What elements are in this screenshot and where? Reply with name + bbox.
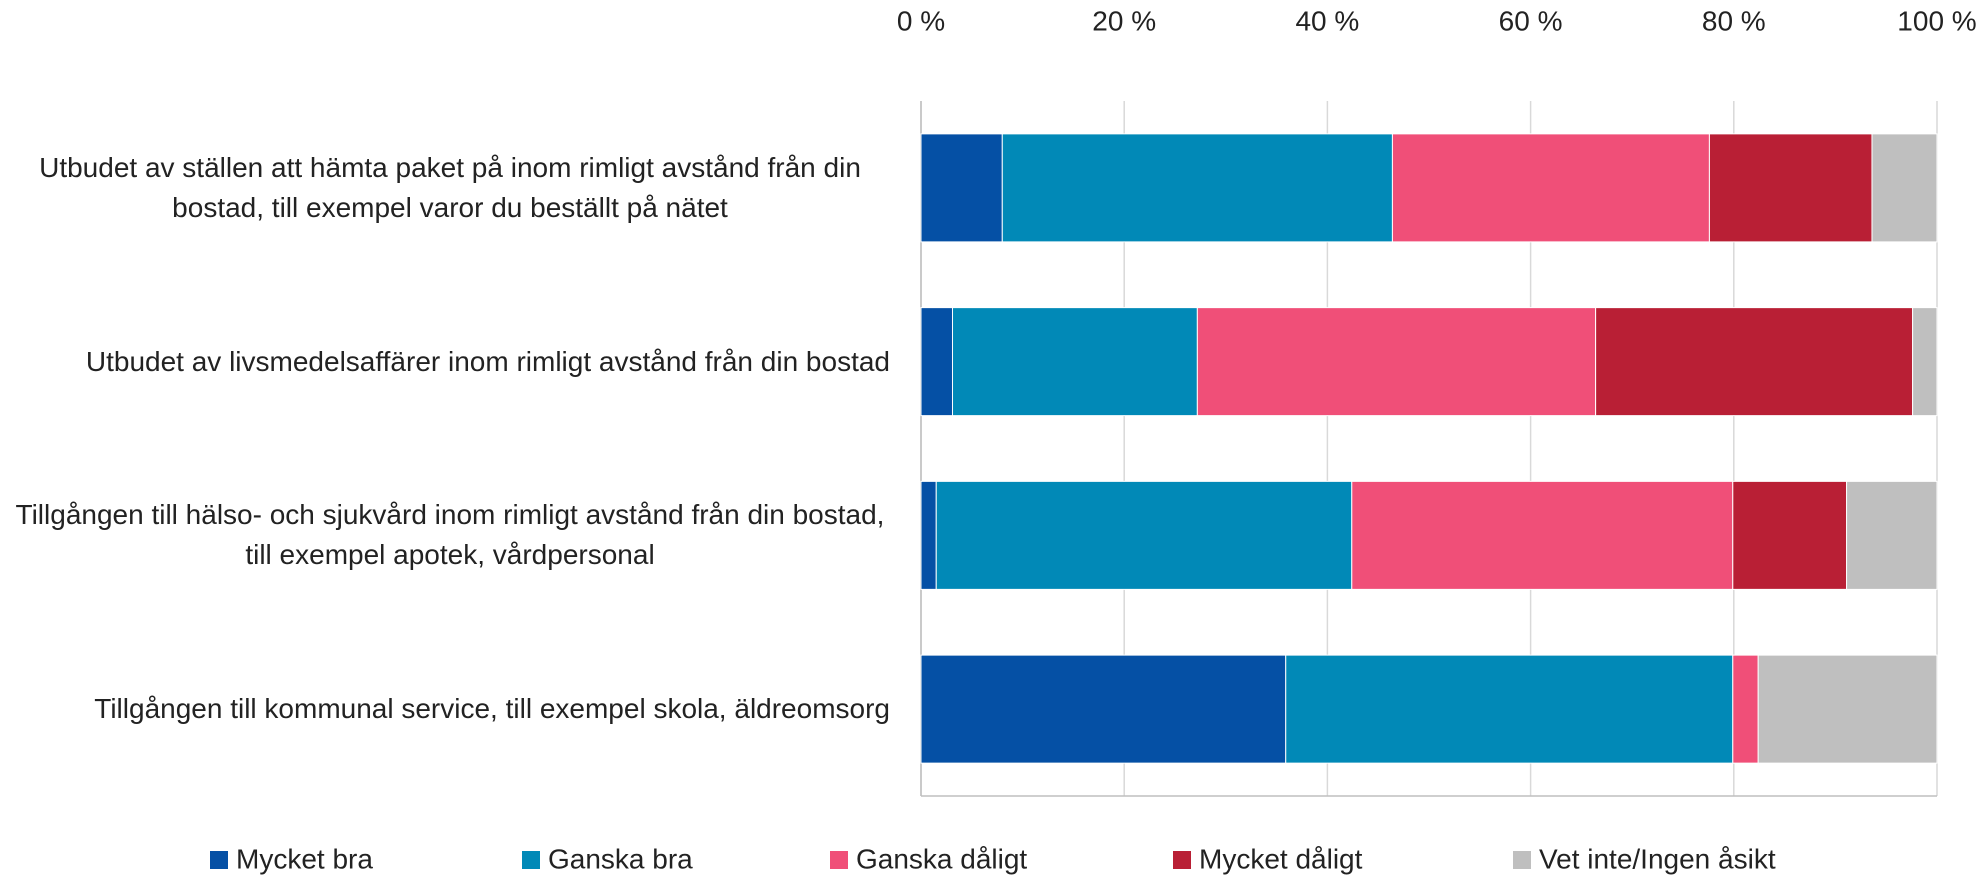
category-label: Tillgången till hälso- och sjukvård inom… bbox=[15, 499, 885, 571]
category-label-box: Utbudet av livsmedelsaffärer inom rimlig… bbox=[10, 342, 890, 382]
bar-segment bbox=[920, 654, 1287, 764]
x-tick-label: 0 % bbox=[897, 5, 945, 36]
legend-swatch bbox=[1173, 851, 1191, 869]
category-label-box: Tillgången till kommunal service, till e… bbox=[10, 689, 890, 729]
x-tick-label: 80 % bbox=[1702, 5, 1766, 36]
bar-segment bbox=[1391, 133, 1710, 243]
x-tick-label: 60 % bbox=[1499, 5, 1563, 36]
legend-label: Mycket bra bbox=[236, 843, 373, 874]
bar-segment bbox=[920, 480, 937, 590]
bar-segment bbox=[1846, 480, 1938, 590]
bar-segment bbox=[935, 480, 1353, 590]
category-label-box: Utbudet av ställen att hämta paket på in… bbox=[10, 148, 890, 228]
category-label-box: Tillgången till hälso- och sjukvård inom… bbox=[10, 495, 890, 575]
bar-segment bbox=[1708, 133, 1873, 243]
legend-swatch bbox=[210, 851, 228, 869]
bar-segment bbox=[951, 307, 1198, 417]
legend-label: Ganska dåligt bbox=[856, 843, 1027, 874]
bar-segment bbox=[1285, 654, 1734, 764]
category-label: Tillgången till kommunal service, till e… bbox=[94, 693, 890, 725]
bar-segment bbox=[1757, 654, 1938, 764]
bar-segment bbox=[1732, 654, 1759, 764]
legend-swatch bbox=[1513, 851, 1531, 869]
legend-label: Vet inte/Ingen åsikt bbox=[1539, 843, 1776, 874]
bar-segment bbox=[1351, 480, 1734, 590]
x-tick-label: 40 % bbox=[1295, 5, 1359, 36]
bar-segment bbox=[1912, 307, 1938, 417]
category-label: Utbudet av livsmedelsaffärer inom rimlig… bbox=[85, 345, 890, 377]
x-tick-label: 20 % bbox=[1092, 5, 1156, 36]
legend-label: Ganska bra bbox=[548, 843, 693, 874]
legend-label: Mycket dåligt bbox=[1199, 843, 1363, 874]
category-label: Utbudet av ställen att hämta paket på in… bbox=[39, 151, 861, 223]
bar-segment bbox=[920, 307, 953, 417]
legend-swatch bbox=[830, 851, 848, 869]
bar-segment bbox=[1871, 133, 1938, 243]
x-tick-label: 100 % bbox=[1897, 5, 1976, 36]
bar-segment bbox=[1595, 307, 1914, 417]
bar-segment bbox=[920, 133, 1003, 243]
bar-segment bbox=[1001, 133, 1393, 243]
bar-segment bbox=[1196, 307, 1597, 417]
bar-segment bbox=[1732, 480, 1848, 590]
legend-swatch bbox=[522, 851, 540, 869]
